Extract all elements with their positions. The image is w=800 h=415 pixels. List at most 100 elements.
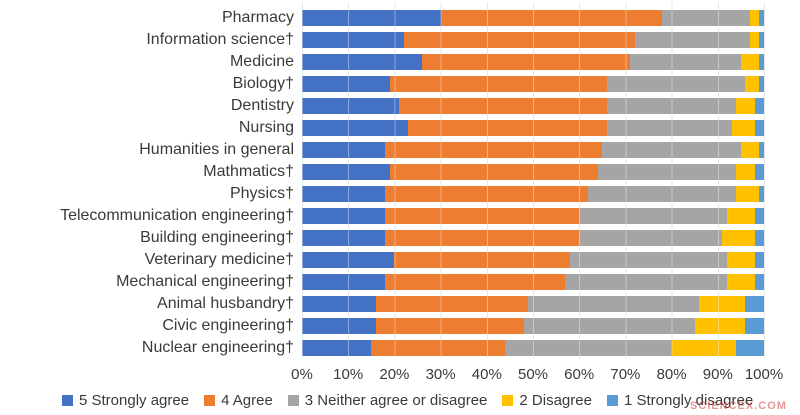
chart-row: Pharmacy [0, 7, 764, 29]
bar-segment-disagree [750, 32, 760, 48]
category-label: Mechanical engineering† [116, 273, 294, 290]
bar-segment-strongly-agree [302, 230, 386, 246]
bar-segment-strongly-agree [302, 252, 395, 268]
bar-segment-agree [422, 54, 630, 70]
bar-segment-strongly-agree [302, 76, 390, 92]
bar-segment-strongly-agree [302, 120, 409, 136]
legend-item: 5 Strongly agree [62, 392, 189, 409]
bar-track [302, 186, 764, 202]
bar-segment-neither [606, 76, 746, 92]
legend-color-swatch [204, 395, 216, 406]
bar-track [302, 208, 764, 224]
legend-color-swatch [287, 395, 299, 406]
bar-segment-agree [399, 98, 607, 114]
bar-segment-agree [375, 318, 524, 334]
bar-segment-neither [588, 186, 737, 202]
x-axis-tick-label: 50% [517, 366, 549, 383]
bar-segment-agree [440, 10, 663, 26]
x-axis-tick-label: 0% [291, 366, 313, 383]
bar-segment-strongly-disagree [754, 98, 764, 114]
category-label: Information science† [146, 31, 294, 48]
bar-segment-disagree [736, 186, 760, 202]
bar-segment-neither [602, 142, 741, 158]
bar-segment-agree [385, 142, 603, 158]
bar-segment-strongly-disagree [754, 208, 764, 224]
category-label: Mathmatics† [203, 163, 294, 180]
x-axis-tick-label: 30% [425, 366, 456, 383]
chart-row: Medicine [0, 51, 764, 73]
bar-segment-disagree [671, 340, 737, 356]
bar-track [302, 164, 764, 180]
bar-segment-strongly-disagree [759, 142, 764, 158]
bar-segment-agree [371, 340, 506, 356]
bar-segment-agree [389, 164, 598, 180]
category-label: Building engineering† [140, 229, 294, 246]
legend-item: 2 Disagree [502, 392, 592, 409]
bar-segment-strongly-agree [302, 10, 441, 26]
bar-segment-disagree [750, 10, 760, 26]
bar-track [302, 142, 764, 158]
bar-segment-disagree [694, 318, 746, 334]
bar-segment-agree [385, 230, 580, 246]
x-axis: 0% 10% 20% 30% 40% 50% 60% 70% 80% 90% 100% [291, 366, 783, 384]
category-label: Civic engineering† [162, 317, 294, 334]
bar-segment-neither [634, 32, 751, 48]
x-axis-tick-label: 100% [744, 366, 784, 383]
bar-track [302, 340, 764, 356]
chart-row: Dentistry [0, 95, 764, 117]
x-axis-tick-label: 70% [610, 366, 641, 383]
legend-color-swatch [62, 395, 73, 406]
legend-label: 4 Agree [221, 392, 273, 409]
chart-row: Physics† [0, 183, 764, 205]
bar-segment-agree [403, 32, 635, 48]
bar-segment-agree [375, 296, 529, 312]
bar-segment-strongly-disagree [759, 186, 764, 202]
bar-segment-agree [385, 186, 589, 202]
bar-segment-strongly-disagree [736, 340, 764, 356]
category-label: Nursing [238, 119, 294, 136]
bar-segment-strongly-disagree [754, 274, 764, 290]
bar-segment-strongly-disagree [745, 296, 764, 312]
bar-segment-disagree [736, 164, 755, 180]
bar-segment-neither [579, 230, 723, 246]
legend-item: 3 Neither agree or disagree [287, 392, 488, 409]
x-axis-tick-label: 10% [333, 366, 364, 383]
category-label: Dentistry [230, 97, 294, 114]
x-axis-tick-label: 20% [379, 366, 410, 383]
bar-segment-strongly-disagree [759, 54, 764, 70]
bar-segment-strongly-disagree [754, 164, 764, 180]
x-axis-tick-label: 60% [564, 366, 595, 383]
category-label: Animal husbandry† [157, 295, 294, 312]
legend-color-swatch [502, 395, 514, 406]
bar-segment-strongly-disagree [759, 32, 764, 48]
bar-track [302, 10, 764, 26]
legend-label: 3 Neither agree or disagree [304, 392, 488, 409]
legend-color-swatch [606, 395, 618, 406]
bar-segment-strongly-agree [302, 274, 386, 290]
chart-row: Nursing [0, 117, 764, 139]
bar-segment-disagree [727, 208, 755, 224]
bar-segment-strongly-disagree [759, 76, 764, 92]
chart-legend: 5 Strongly agree 4 Agree 3 Neither agree o… [62, 392, 753, 409]
bar-segment-disagree [745, 76, 760, 92]
legend-label: 1 Strongly disagree [623, 392, 754, 409]
bar-track [302, 230, 764, 246]
x-axis-tick-label: 80% [656, 366, 687, 383]
bar-segment-strongly-agree [302, 32, 404, 48]
chart-row: Mechanical engineering† [0, 271, 764, 293]
bar-track [302, 274, 764, 290]
bar-segment-neither [523, 318, 695, 334]
bar-track [302, 32, 764, 48]
bar-segment-strongly-disagree [754, 120, 764, 136]
bar-segment-disagree [731, 120, 755, 136]
bar-segment-agree [385, 274, 566, 290]
bar-segment-disagree [740, 142, 760, 158]
bar-track [302, 76, 764, 92]
bar-track [302, 98, 764, 114]
bar-segment-strongly-disagree [754, 252, 764, 268]
legend-label: 5 Strongly agree [79, 392, 190, 409]
chart-row: Civic engineering† [0, 315, 764, 337]
category-label: Biology† [232, 75, 294, 92]
bar-segment-neither [597, 164, 737, 180]
